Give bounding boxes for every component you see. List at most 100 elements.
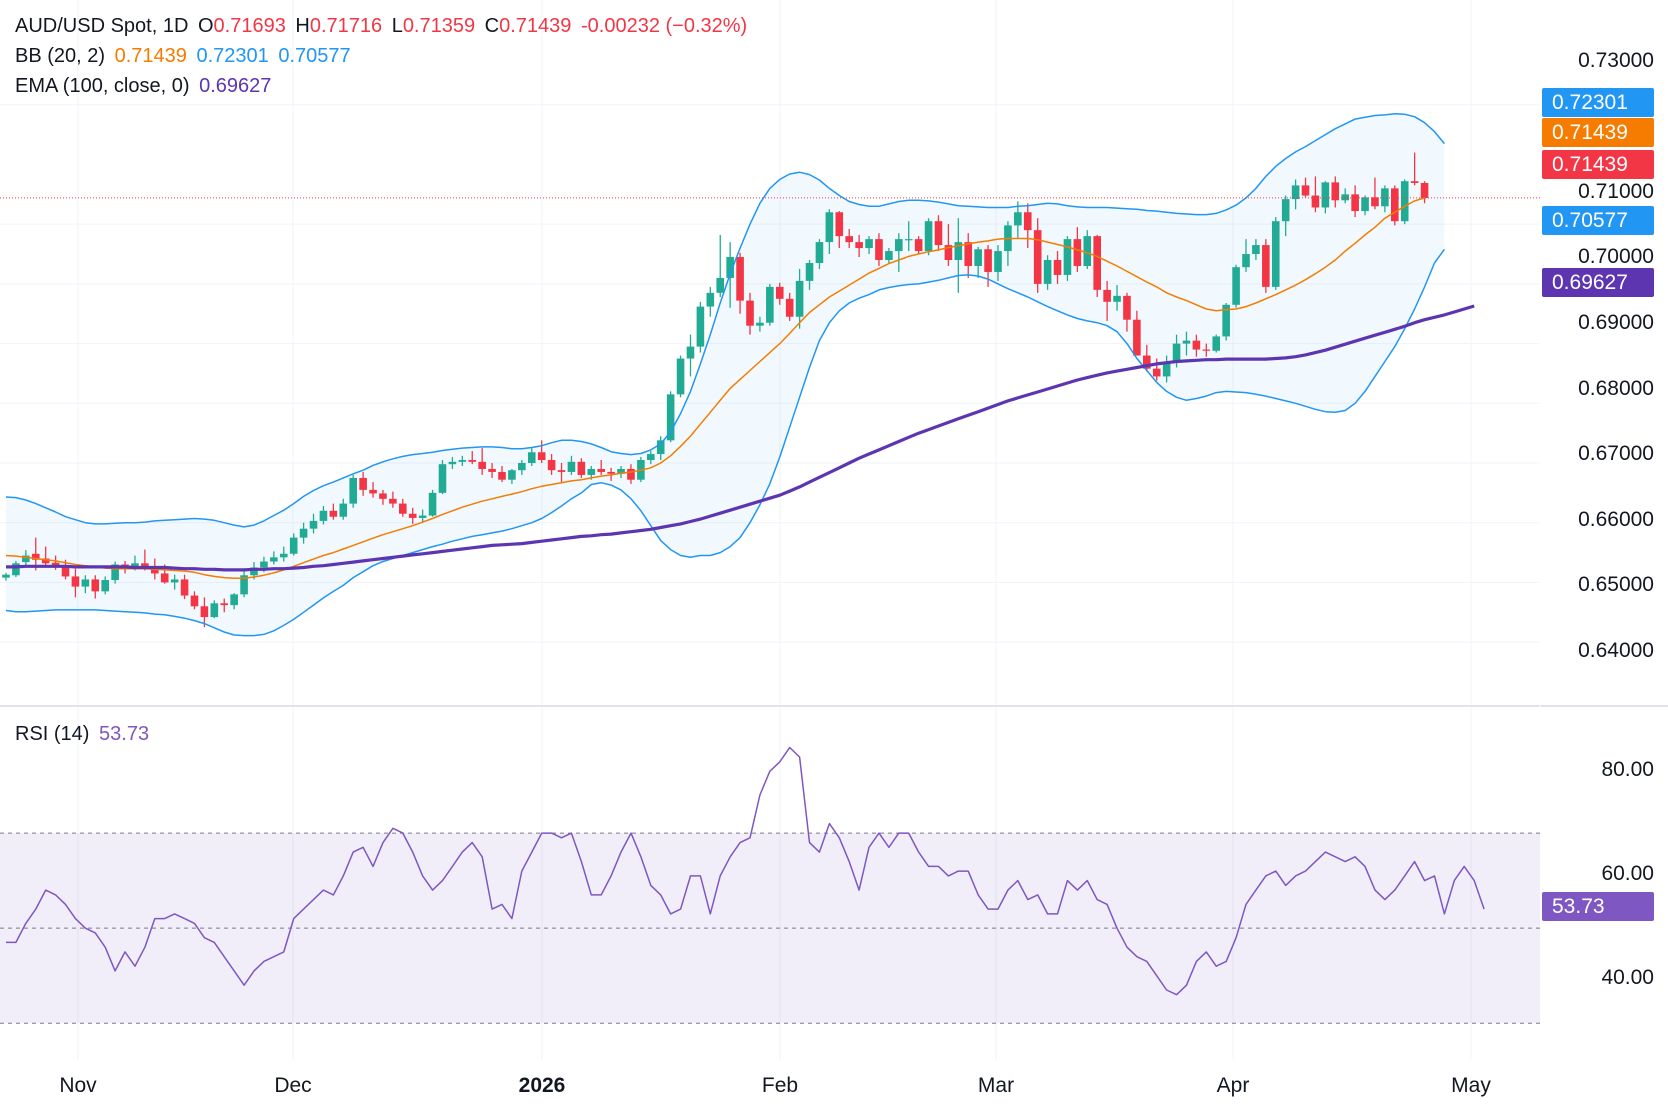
candle-down (934, 221, 943, 246)
indicator-lines (5, 112, 1485, 996)
rsi-band-background (0, 832, 1540, 1024)
candle-down (1053, 260, 1062, 275)
candle-down (1133, 319, 1141, 356)
candle-down (1420, 182, 1429, 198)
candle-up (81, 579, 90, 587)
candle-down (180, 579, 189, 596)
candle-down (1192, 340, 1201, 350)
candle-down (359, 477, 367, 490)
candle-up (230, 594, 238, 606)
candle-up (458, 460, 467, 462)
close-value: C0.71439 (484, 15, 572, 37)
candle-down (964, 242, 973, 266)
candle-down (498, 471, 506, 480)
candle-down (984, 249, 992, 272)
close-price-tag: 0.71439 (1542, 150, 1654, 179)
candle-down (547, 460, 556, 471)
candle-down (220, 603, 229, 606)
date-label-apr: Apr (1216, 1074, 1250, 1097)
candle-up (1014, 212, 1022, 226)
candle-up (349, 477, 357, 504)
candle-up (587, 468, 596, 475)
rsi-tick-label: 80.00 (1601, 758, 1654, 781)
candle-down (746, 300, 754, 326)
candle-down (775, 286, 784, 299)
candle-down (1023, 212, 1032, 231)
candle-up (438, 464, 447, 493)
candle-down (71, 576, 80, 587)
candle-down (61, 566, 70, 577)
candle-up (289, 537, 298, 554)
bollinger-band-area (6, 113, 1445, 636)
bb-lower-price-tag: 0.70577 (1542, 206, 1654, 235)
candle-up (22, 555, 30, 563)
candle-down (91, 579, 100, 592)
candle-up (666, 394, 675, 441)
candle-up (260, 561, 268, 568)
candle-up (339, 503, 348, 517)
candle-up (904, 239, 913, 241)
candle-up (418, 515, 427, 518)
rsi-label: RSI (14) (15, 723, 90, 745)
ema-line (6, 304, 1475, 572)
ema-label: EMA (100, close, 0) (15, 75, 190, 97)
candle-down (488, 468, 496, 472)
candle-up (518, 463, 526, 471)
price-tick-label: 0.71000 (1578, 180, 1654, 203)
candle-down (1103, 289, 1111, 302)
candle-up (1281, 199, 1290, 222)
rsi-value-tag: 53.73 (1542, 892, 1654, 921)
candle-down (31, 553, 40, 560)
candle-up (12, 563, 20, 576)
candle-up (1321, 182, 1330, 208)
ema-price-tag: 0.69627 (1542, 268, 1654, 297)
candle-down (1301, 185, 1310, 196)
candle-down (1123, 295, 1131, 320)
candle-up (1083, 236, 1092, 266)
candle-up (954, 242, 963, 261)
high-value: H0.71716 (295, 15, 383, 37)
candle-up (924, 221, 933, 252)
candle-down (855, 242, 863, 249)
candle-up (756, 322, 764, 326)
candle-down (1331, 182, 1340, 201)
rsi-tick-label: 40.00 (1601, 966, 1654, 989)
candle-up (210, 603, 219, 618)
candle-up (795, 280, 804, 317)
candle-down (160, 573, 169, 583)
bb-upper-price-tag: 0.72301 (1542, 88, 1654, 117)
date-label-nov: Nov (59, 1074, 97, 1097)
candle-up (567, 461, 576, 472)
candle-up (1063, 239, 1072, 275)
date-label-may: May (1451, 1074, 1491, 1097)
price-tick-label: 0.65000 (1578, 573, 1654, 596)
candle-down (875, 239, 883, 261)
candle-up (1291, 185, 1300, 200)
candle-down (408, 513, 417, 518)
candle-down (835, 212, 844, 237)
open-value: O0.71693 (197, 15, 286, 37)
candle-up (994, 251, 1002, 272)
bb-mid-price-tag: 0.71439 (1542, 118, 1654, 147)
date-label-2026: 2026 (518, 1074, 566, 1097)
candle-up (885, 251, 893, 261)
candle-up (1182, 340, 1191, 344)
price-tick-label: 0.64000 (1578, 639, 1654, 662)
candle-down (736, 257, 744, 301)
candle-up (686, 346, 695, 359)
grid-lines (0, 0, 1668, 1060)
candle-up (1113, 295, 1121, 302)
price-tick-label: 0.67000 (1578, 442, 1654, 465)
candle-up (299, 528, 308, 538)
candle-down (329, 510, 338, 517)
candle-up (279, 553, 288, 558)
candle-down (1033, 230, 1042, 284)
date-label-dec: Dec (274, 1074, 312, 1097)
bb-upper-value: 0.72301 (196, 45, 269, 67)
candle-down (914, 239, 923, 252)
candle-down (577, 461, 586, 475)
candle-up (240, 575, 248, 595)
rsi-legend: RSI (14) 53.73 (15, 722, 153, 746)
candle-up (647, 454, 655, 461)
